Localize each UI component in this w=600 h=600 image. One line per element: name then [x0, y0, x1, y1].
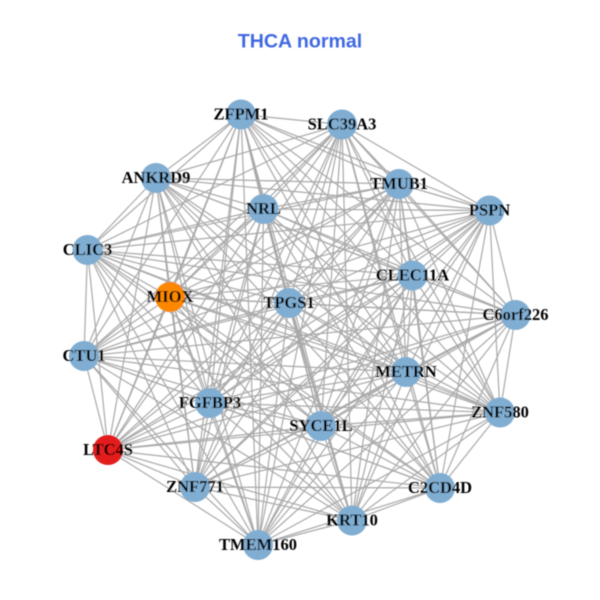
svg-text:TPGS1: TPGS1 [263, 293, 314, 312]
svg-text:NRL: NRL [246, 199, 281, 218]
svg-text:ZNF771: ZNF771 [166, 477, 224, 496]
svg-text:ANKRD9: ANKRD9 [122, 168, 191, 187]
svg-text:C6orf226: C6orf226 [483, 305, 549, 324]
svg-text:CLEC11A: CLEC11A [376, 266, 449, 285]
svg-text:TMUB1: TMUB1 [370, 174, 428, 193]
svg-text:FGFBP3: FGFBP3 [179, 393, 241, 412]
svg-text:TMEM160: TMEM160 [219, 535, 297, 554]
svg-text:LTC4S: LTC4S [83, 440, 133, 459]
svg-text:SYCE1L: SYCE1L [289, 416, 352, 435]
svg-text:SLC39A3: SLC39A3 [308, 115, 377, 134]
svg-text:ZNF580: ZNF580 [471, 403, 529, 422]
svg-text:KRT10: KRT10 [326, 511, 378, 530]
svg-text:PSPN: PSPN [469, 201, 510, 220]
svg-text:CLIC3: CLIC3 [63, 240, 113, 259]
svg-text:THCA normal: THCA normal [238, 31, 362, 53]
svg-text:CTU1: CTU1 [62, 346, 105, 365]
svg-text:C2CD4D: C2CD4D [408, 478, 472, 497]
svg-text:MIOX: MIOX [147, 287, 194, 306]
svg-text:ZFPM1: ZFPM1 [214, 105, 269, 124]
svg-text:METRN: METRN [375, 362, 437, 381]
